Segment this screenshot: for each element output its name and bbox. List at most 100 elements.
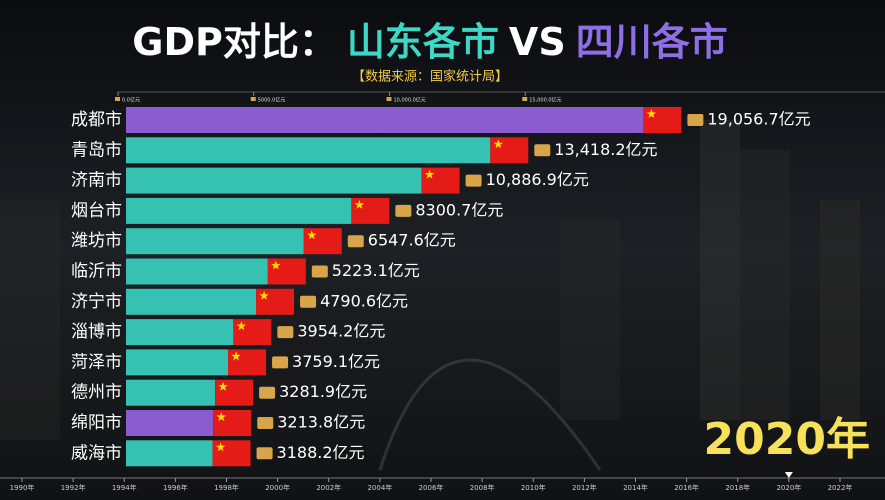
flag <box>228 349 267 376</box>
flag-star <box>354 199 365 209</box>
timeline-tick-label: 2000年 <box>265 483 290 492</box>
bar <box>126 228 304 255</box>
flag-star <box>424 169 435 179</box>
timeline-tick-label: 1998年 <box>214 483 239 492</box>
coin-icon <box>687 114 704 126</box>
y-tick-label: 成都市 <box>71 110 122 130</box>
tick-icon <box>250 97 256 101</box>
tick-icon <box>386 97 392 101</box>
flag-star <box>271 260 281 270</box>
coin-icon <box>534 144 551 157</box>
bar <box>126 107 644 133</box>
coin-icon <box>465 174 482 187</box>
flag <box>213 410 252 436</box>
chart-title: GDP对比： 山东各市 VS 四川各市 <box>132 20 727 64</box>
timeline-marker <box>784 472 793 478</box>
y-tick-label: 青岛市 <box>71 140 122 160</box>
timeline-tick-label: 2014年 <box>623 483 648 492</box>
bar <box>126 319 234 346</box>
timeline-tick-label: 1992年 <box>61 483 86 492</box>
value-label: 6547.6亿元 <box>368 231 456 250</box>
coin-icon <box>395 204 412 217</box>
y-tick-label: 济宁市 <box>71 292 122 312</box>
x-tick-label: 10,000.0亿元 <box>394 97 426 104</box>
value-label: 3954.2亿元 <box>297 322 385 341</box>
timeline-tick-label: 2006年 <box>419 483 444 492</box>
bar <box>126 349 229 376</box>
y-tick-label: 威海市 <box>71 443 122 463</box>
y-tick-label: 菏泽市 <box>71 352 122 372</box>
flag <box>267 258 306 285</box>
y-tick-label: 临沂市 <box>71 262 122 282</box>
timeline-tick-label: 2016年 <box>674 483 699 492</box>
flag <box>643 107 682 133</box>
flag-star <box>218 381 228 391</box>
value-label: 3281.9亿元 <box>279 382 367 401</box>
bar <box>126 288 257 315</box>
flag-star <box>216 412 226 421</box>
timeline-tick-label: 2004年 <box>367 483 392 492</box>
flag <box>303 228 342 255</box>
title-segment: VS <box>509 20 566 64</box>
flag <box>490 137 529 164</box>
flag <box>233 319 272 346</box>
value-label: 5223.1亿元 <box>332 261 420 280</box>
bar <box>126 379 216 406</box>
title-segment: GDP对比： <box>132 20 337 64</box>
bar <box>126 440 213 467</box>
bar <box>126 410 214 436</box>
coin-icon <box>256 447 273 460</box>
bar <box>126 167 422 194</box>
bar <box>126 258 268 285</box>
coin-icon <box>257 417 274 429</box>
y-tick-label: 绵阳市 <box>71 413 122 433</box>
coin-icon <box>300 295 317 308</box>
timeline-tick-label: 2012年 <box>572 483 597 492</box>
flag-star <box>307 230 317 240</box>
chart-subtitle: 【数据来源：国家统计局】 <box>352 69 508 85</box>
flag <box>212 440 251 467</box>
flag-star <box>231 351 241 361</box>
y-tick-label: 烟台市 <box>71 201 122 221</box>
timeline-tick-label: 1996年 <box>163 483 188 492</box>
flag-star <box>215 442 226 452</box>
x-tick-label: 15,000.0亿元 <box>529 97 561 104</box>
timeline-tick-label: 2010年 <box>521 483 546 492</box>
title-segment: 四川各市 <box>576 20 728 64</box>
tick-icon <box>115 97 120 101</box>
value-label: 3759.1亿元 <box>292 352 380 371</box>
coin-icon <box>347 235 364 248</box>
timeline-tick-label: 2018年 <box>725 483 750 492</box>
flag-star <box>236 321 247 331</box>
x-tick-label: 0.0亿元 <box>122 97 140 104</box>
flag-star <box>259 290 269 300</box>
value-label: 3188.2亿元 <box>277 443 365 462</box>
timeline-tick-label: 2008年 <box>470 483 495 492</box>
coin-icon <box>311 265 328 278</box>
value-label: 8300.7亿元 <box>415 200 503 219</box>
y-tick-label: 淄博市 <box>71 322 122 342</box>
current-year: 2020年 <box>704 414 870 465</box>
coin-icon <box>272 356 289 369</box>
coin-icon <box>277 326 294 339</box>
flag-star <box>646 109 657 118</box>
flag <box>351 197 390 224</box>
y-tick-label: 德州市 <box>71 383 122 403</box>
flag <box>215 379 254 406</box>
flag <box>256 288 295 315</box>
y-tick-label: 潍坊市 <box>71 231 122 251</box>
coin-icon <box>259 386 276 399</box>
city-silhouette <box>0 120 860 471</box>
y-tick-label: 济南市 <box>71 171 122 191</box>
bar <box>126 137 491 164</box>
value-label: 13,418.2亿元 <box>554 140 657 159</box>
value-label: 3213.8亿元 <box>277 413 365 432</box>
value-label: 10,886.9亿元 <box>486 170 589 189</box>
value-label: 4790.6亿元 <box>320 291 408 310</box>
title-segment: 山东各市 <box>347 20 499 64</box>
x-tick-label: 5000.0亿元 <box>258 97 286 104</box>
timeline-tick-label: 2022年 <box>828 483 853 492</box>
timeline-tick-label: 1994年 <box>112 483 137 492</box>
flag <box>421 167 460 194</box>
